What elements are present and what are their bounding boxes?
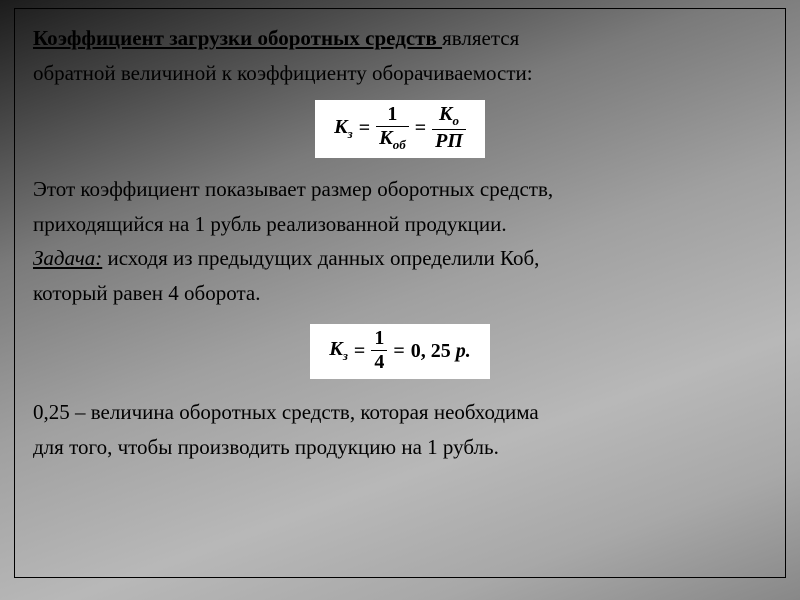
f2-rhs-val: 0, 25 bbox=[411, 340, 456, 362]
para-5: Задача: исходя из предыдущих данных опре… bbox=[33, 241, 767, 276]
f2-frac: 1 4 bbox=[371, 328, 387, 373]
f1-frac2-den: РП bbox=[432, 129, 466, 152]
para-4: приходящийся на 1 рубль реализованной пр… bbox=[33, 207, 767, 242]
para-7: 0,25 – величина оборотных средств, котор… bbox=[33, 395, 767, 430]
f2-lhs-main: К bbox=[329, 338, 343, 360]
f1-frac2: Ко РП bbox=[432, 104, 466, 152]
content-frame: Коэффициент загрузки оборотных средств я… bbox=[14, 8, 786, 578]
task-label: Задача: bbox=[33, 246, 102, 270]
f2-lhs-sub: з bbox=[343, 348, 348, 363]
term-load-coefficient: Коэффициент загрузки оборотных средств bbox=[33, 26, 442, 50]
f1-frac1-den-main: К bbox=[379, 127, 393, 149]
formula-1-row: Кз = 1 Коб = Ко РП bbox=[325, 104, 475, 152]
f2-rhs: 0, 25 р. bbox=[411, 341, 471, 361]
para-1-tail: является bbox=[442, 26, 519, 50]
formula-2-row: Кз = 1 4 = 0, 25 р. bbox=[320, 328, 480, 373]
f1-frac2-num-main: К bbox=[439, 103, 453, 125]
para-5-tail: исходя из предыдущих данных определили К… bbox=[102, 246, 539, 270]
para-2: обратной величиной к коэффициенту оборач… bbox=[33, 56, 767, 91]
f2-lhs: Кз bbox=[329, 339, 348, 362]
f2-eq1: = bbox=[354, 341, 365, 361]
formula-1: Кз = 1 Коб = Ко РП bbox=[315, 100, 485, 158]
content: Коэффициент загрузки оборотных средств я… bbox=[33, 21, 767, 465]
para-6: который равен 4 оборота. bbox=[33, 276, 767, 311]
formula-2: Кз = 1 4 = 0, 25 р. bbox=[310, 324, 490, 379]
para-1: Коэффициент загрузки оборотных средств я… bbox=[33, 21, 767, 56]
f2-rhs-unit: р. bbox=[456, 340, 471, 362]
f1-lhs-main: К bbox=[334, 116, 348, 138]
f1-eq2: = bbox=[415, 118, 426, 138]
f2-frac-num: 1 bbox=[371, 328, 387, 350]
f1-frac1: 1 Коб bbox=[376, 104, 409, 152]
f1-frac1-den: Коб bbox=[376, 126, 409, 152]
para-3: Этот коэффициент показывает размер оборо… bbox=[33, 172, 767, 207]
f1-frac1-den-sub: об bbox=[393, 137, 406, 152]
slide: Коэффициент загрузки оборотных средств я… bbox=[0, 0, 800, 600]
f1-frac2-num-sub: о bbox=[453, 113, 460, 128]
f1-lhs-sub: з bbox=[348, 126, 353, 141]
f1-frac1-num: 1 bbox=[384, 104, 400, 126]
f1-lhs: Кз bbox=[334, 117, 353, 140]
para-8: для того, чтобы производить продукцию на… bbox=[33, 430, 767, 465]
f2-frac-den: 4 bbox=[371, 350, 387, 373]
f2-eq2: = bbox=[393, 341, 404, 361]
f1-frac2-num: Ко bbox=[436, 104, 462, 129]
f1-eq1: = bbox=[359, 118, 370, 138]
